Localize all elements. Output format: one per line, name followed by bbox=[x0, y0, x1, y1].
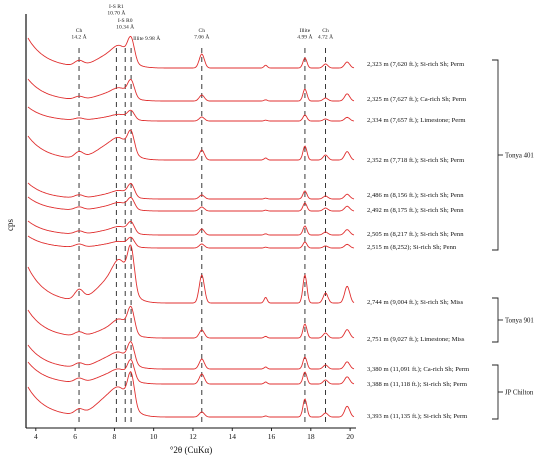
x-tick-label: 12 bbox=[189, 432, 197, 441]
peak-marker-label: 10.34 Å bbox=[116, 23, 134, 31]
x-tick-label: 4 bbox=[34, 432, 38, 441]
peak-marker-label: Illite 9.98 Å bbox=[133, 34, 160, 42]
trace-label: 2,334 m (7,657 ft.); Limestone; Perm bbox=[367, 117, 466, 124]
group-label: JP Chilton bbox=[505, 390, 534, 397]
peak-marker-label: 14.2 Å bbox=[71, 33, 86, 41]
x-tick-label: 16 bbox=[268, 432, 276, 441]
trace-line bbox=[27, 358, 355, 385]
trace-line bbox=[27, 341, 355, 370]
trace-label: 2,323 m (7,620 ft.); Si-rich Sh; Perm bbox=[367, 61, 465, 68]
trace-line bbox=[27, 244, 355, 304]
x-axis-title: °2θ (CuKα) bbox=[170, 445, 212, 455]
x-tick-label: 18 bbox=[307, 432, 315, 441]
group-label: Tonya 401 bbox=[505, 153, 534, 160]
trace-line bbox=[27, 106, 355, 122]
trace-labels: 2,323 m (7,620 ft.); Si-rich Sh; Perm 2,3… bbox=[367, 61, 470, 420]
trace-label: 3,393 m (11,135 ft.); Si-rich Sh; Perm bbox=[367, 413, 468, 420]
trace-label: 2,751 m (9,027 ft.); Limestone; Miss bbox=[367, 336, 465, 343]
axes: 4 6 8 10 12 14 16 18 20 °2θ (CuKα) cps bbox=[5, 14, 356, 455]
peak-marker-label: I-S R1 bbox=[109, 4, 124, 10]
trace-line bbox=[27, 182, 355, 200]
trace-label: 3,380 m (11,091 ft.); Ca-rich Sh; Perm bbox=[367, 366, 470, 373]
traces bbox=[27, 35, 355, 418]
trace-line bbox=[27, 371, 355, 418]
x-tick-label: 8 bbox=[113, 432, 117, 441]
trace-label: 2,352 m (7,718 ft.); Si-rich Sh; Perm bbox=[367, 157, 465, 164]
peak-marker-label: Ch bbox=[199, 28, 206, 34]
trace-label: 2,744 m (9,004 ft.); Si-rich Sh; Miss bbox=[367, 299, 464, 306]
trace-line bbox=[27, 196, 355, 212]
trace-label: 2,325 m (7,627 ft.); Ca-rich Sh; Perm bbox=[367, 96, 467, 103]
trace-line bbox=[27, 129, 355, 161]
x-tick-label: 14 bbox=[229, 432, 237, 441]
peak-marker-label: Ch bbox=[76, 28, 83, 34]
trace-line bbox=[27, 35, 355, 69]
trace-line bbox=[27, 305, 355, 339]
group-bracket bbox=[492, 59, 499, 251]
trace-label: 2,515 m (8,252); Si-rich Sh; Penn bbox=[367, 244, 457, 251]
trace-line bbox=[27, 78, 355, 102]
trace-line bbox=[27, 220, 355, 236]
y-axis-title: cps bbox=[5, 219, 15, 231]
x-tick-label: 20 bbox=[346, 432, 354, 441]
group-bracket bbox=[492, 364, 499, 420]
well-brackets: Tonya 401 Tonya 901 JP Chilton bbox=[492, 59, 534, 420]
peak-marker-label: 10.70 Å bbox=[107, 9, 125, 17]
group-label: Tonya 901 bbox=[505, 318, 534, 325]
peak-marker-label: Illite bbox=[300, 28, 311, 34]
trace-label: 2,505 m (8,217 ft.); Si-rich Sh; Penn bbox=[367, 231, 464, 238]
x-tick-label: 10 bbox=[150, 432, 158, 441]
peak-marker-label: 4.72 Å bbox=[318, 33, 333, 41]
peak-marker-label: 7.06 Å bbox=[194, 33, 209, 41]
group-bracket bbox=[492, 297, 499, 343]
trace-line bbox=[27, 235, 355, 249]
trace-label: 2,486 m (8,156 ft.); Si-rich Sh; Penn bbox=[367, 192, 464, 199]
trace-label: 2,492 m (8,175 ft.); Si-rich Sh; Penn bbox=[367, 207, 464, 214]
x-tick-label: 6 bbox=[73, 432, 77, 441]
peak-marker-label: I-S R0 bbox=[118, 18, 133, 24]
peak-marker-label: Ch bbox=[322, 28, 329, 34]
peak-marker-label: 4.99 Å bbox=[297, 33, 312, 41]
trace-label: 3,388 m (11,118 ft.); Si-rich Sh; Perm bbox=[367, 381, 468, 388]
